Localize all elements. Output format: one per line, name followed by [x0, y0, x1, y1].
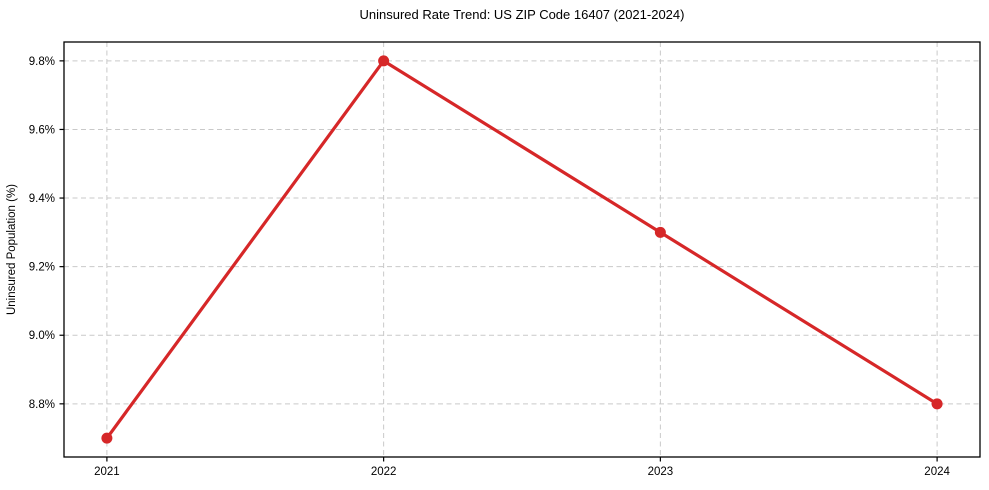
- y-tick-label: 9.4%: [29, 193, 55, 205]
- data-point-marker: [654, 226, 666, 238]
- y-tick-label: 9.6%: [29, 124, 55, 136]
- data-point-marker: [378, 55, 390, 67]
- x-tick-label: 2023: [648, 466, 674, 478]
- y-tick-label: 9.2%: [29, 262, 55, 274]
- x-tick-label: 2022: [371, 466, 397, 478]
- chart-title: Uninsured Rate Trend: US ZIP Code 16407 …: [359, 7, 685, 22]
- plot-border: [63, 41, 981, 458]
- y-tick-label: 8.8%: [29, 399, 55, 411]
- data-point-marker: [101, 432, 113, 444]
- data-point-marker: [931, 398, 943, 410]
- x-tick-label: 2021: [94, 466, 120, 478]
- y-tick-label: 9.0%: [29, 330, 55, 342]
- x-tick-label: 2024: [924, 466, 950, 478]
- y-tick-label: 9.8%: [29, 56, 55, 68]
- line-series: [105, 59, 938, 440]
